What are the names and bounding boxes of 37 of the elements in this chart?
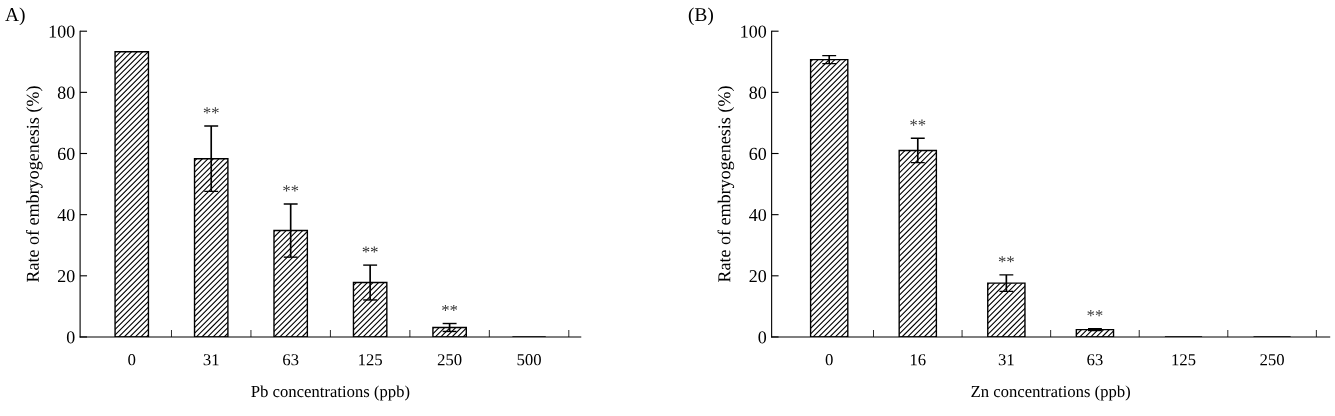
y-tick-label: 60 xyxy=(57,147,75,160)
annotation: ** xyxy=(910,119,926,126)
y-tick-label: 60 xyxy=(749,147,767,160)
chart-title: (B) xyxy=(688,7,713,26)
y-tick-label: 40 xyxy=(57,208,75,222)
annotation: ** xyxy=(203,107,219,114)
x-tick-label: 16 xyxy=(910,354,926,366)
y-tick-label: 80 xyxy=(749,86,767,99)
x-tick-label: 125 xyxy=(1172,354,1196,366)
annotation: ** xyxy=(998,256,1014,263)
x-tick-label: 250 xyxy=(1260,354,1284,366)
y-tick-label: 100 xyxy=(49,25,75,38)
y-tick-label: 0 xyxy=(758,331,767,344)
x-axis-title: Pb concentrations (ppb) xyxy=(251,385,410,401)
x-tick-label: 125 xyxy=(359,354,382,366)
x-axis-title: Zn concentrations (ppb) xyxy=(971,385,1130,401)
annotation: ** xyxy=(362,246,378,253)
x-tick-label: 63 xyxy=(1087,354,1103,366)
x-tick-label: 0 xyxy=(825,354,833,366)
x-tick-label: 63 xyxy=(283,354,299,366)
x-tick-label: 500 xyxy=(517,354,541,366)
x-tick-label: 31 xyxy=(998,354,1014,366)
annotation: ** xyxy=(283,185,299,192)
y-axis-title: Rate of embryogenesis (%) xyxy=(717,86,735,283)
x-tick-label: 31 xyxy=(203,354,219,366)
y-tick-label: 100 xyxy=(741,25,767,38)
y-tick-label: 40 xyxy=(749,208,767,222)
y-axis-title: Rate of embryogenesis (%) xyxy=(25,86,43,283)
x-tick-label: 0 xyxy=(128,354,136,366)
y-tick-label: 20 xyxy=(749,270,767,283)
y-tick-label: 0 xyxy=(66,331,75,344)
annotation: ** xyxy=(1087,310,1103,317)
annotation: ** xyxy=(442,304,458,311)
y-tick-label: 80 xyxy=(57,86,75,99)
x-tick-label: 250 xyxy=(437,354,462,366)
chart-title: A) xyxy=(5,7,25,26)
y-tick-label: 20 xyxy=(57,270,75,283)
